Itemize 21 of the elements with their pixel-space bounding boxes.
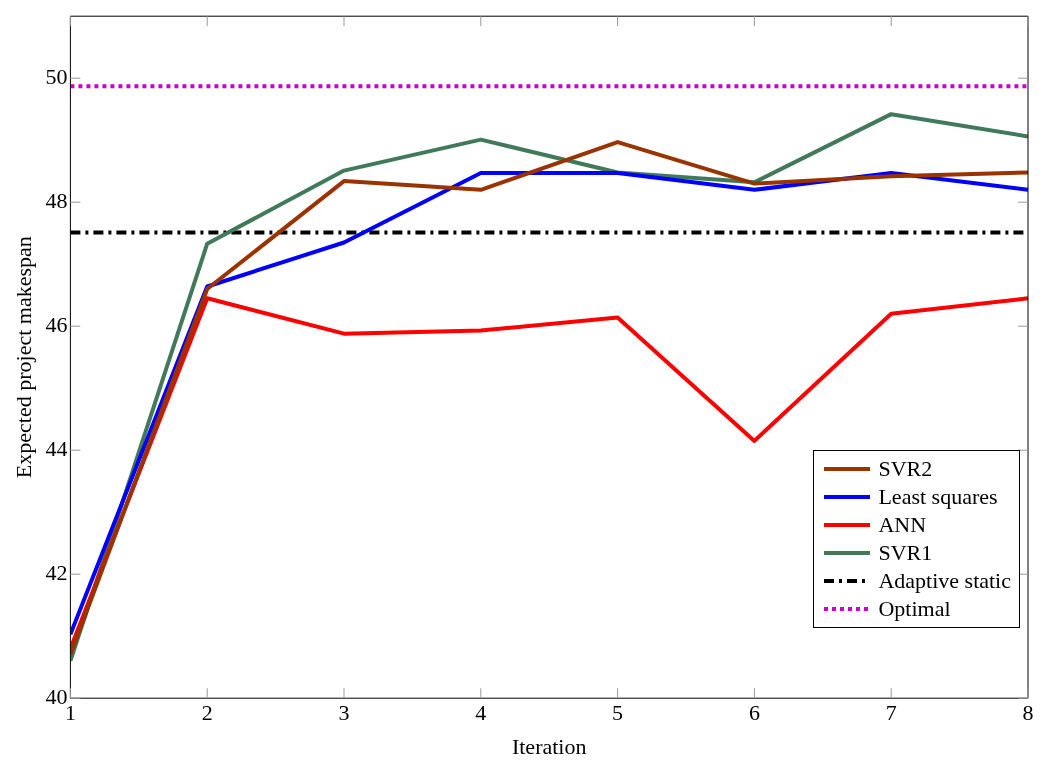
legend-label: Least squares bbox=[878, 484, 998, 511]
legend-label: SVR1 bbox=[878, 540, 933, 567]
x-tick-label: 8 bbox=[1022, 700, 1034, 726]
x-tick-label: 2 bbox=[201, 700, 213, 726]
x-tick-label: 6 bbox=[748, 700, 760, 726]
x-axis-title: Iteration bbox=[511, 733, 587, 759]
y-tick-label: 42 bbox=[45, 559, 68, 585]
legend-label: Adaptive static bbox=[878, 568, 1011, 595]
y-tick-label: 40 bbox=[45, 683, 68, 709]
y-tick-label: 50 bbox=[45, 63, 68, 89]
y-tick-label: 46 bbox=[45, 311, 68, 337]
y-tick-label: 48 bbox=[45, 187, 68, 213]
legend-label: Optimal bbox=[878, 596, 951, 623]
x-tick-label: 3 bbox=[338, 700, 350, 726]
x-tick-label: 4 bbox=[475, 700, 487, 726]
legend-label: ANN bbox=[878, 512, 927, 539]
y-tick-label: 44 bbox=[45, 435, 68, 461]
x-tick-label: 5 bbox=[612, 700, 624, 726]
y-axis-title: Expected project makespan bbox=[10, 236, 36, 479]
x-tick-label: 7 bbox=[885, 700, 897, 726]
legend-label: SVR2 bbox=[878, 456, 933, 483]
